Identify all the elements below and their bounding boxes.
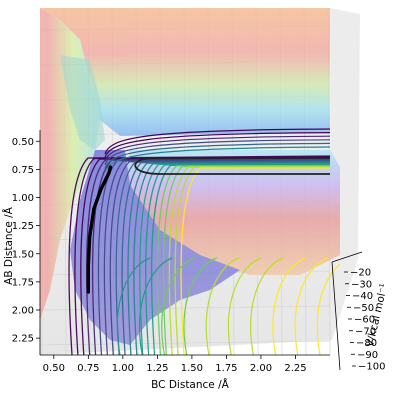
contour-line [127, 161, 331, 356]
contour-line [86, 157, 331, 356]
contour-line [104, 135, 331, 162]
contour-line [121, 161, 331, 356]
contour-line [183, 257, 217, 356]
contour-line [104, 146, 331, 173]
contour-line [80, 156, 331, 356]
y-tick-label: 1.25 [12, 221, 34, 232]
x-axis: 0.50 0.75 1.00 1.25 1.50 1.75 2.00 2.25 BC Dist… [40, 354, 330, 391]
contour-line [91, 157, 331, 356]
contour-line [180, 167, 330, 356]
z-tick-label: −20 [350, 268, 371, 279]
z-tick-label: −90 [357, 350, 378, 361]
contour-line [156, 164, 331, 356]
z-tick-label: −30 [351, 279, 372, 290]
x-tick-label: 2.25 [284, 363, 306, 374]
z-tick-label: −70 [355, 326, 376, 337]
x-tick-label: 0.50 [43, 363, 65, 374]
contour-line [104, 139, 331, 165]
contour-line [139, 162, 331, 356]
z-tick-label: −80 [356, 338, 377, 349]
contour-line [145, 163, 331, 356]
contour-line [109, 159, 331, 356]
y-tick-label: 1.50 [12, 249, 34, 260]
y-tick-label: 0.50 [12, 137, 34, 148]
contour-line [133, 162, 331, 356]
y-tick-label: 2.00 [12, 306, 34, 317]
x-axis-label: BC Distance /Å [151, 378, 229, 391]
contour-line [272, 257, 306, 356]
y-tick-label: 1.75 [12, 277, 34, 288]
x-tick-label: 1.00 [112, 363, 134, 374]
contour-line [134, 157, 330, 175]
contour-line [68, 155, 331, 356]
z-tick-label: −40 [352, 291, 373, 302]
z-tick-label: −50 [353, 303, 374, 314]
x-tick-label: 1.75 [215, 363, 237, 374]
contour-line [227, 257, 262, 356]
y-tick-label: 0.75 [12, 165, 34, 176]
contour-line [161, 257, 195, 356]
contour-line [74, 155, 331, 356]
contour-line [104, 128, 331, 155]
contour-line [316, 263, 340, 356]
contour-line [168, 166, 331, 356]
contour-line [250, 257, 284, 356]
y-tick-label: 2.25 [12, 334, 34, 345]
contour-line [150, 164, 331, 356]
y-axis-label: AB Distance /Å [2, 206, 15, 285]
trajectory-line [86, 165, 113, 294]
energy-surface [40, 8, 340, 345]
contour-line [97, 158, 331, 356]
z-tick-label: −60 [354, 315, 375, 326]
contour-lines [68, 128, 340, 356]
contour-line [294, 257, 328, 356]
contour-line [205, 257, 240, 356]
x-tick-label: 2.00 [250, 363, 272, 374]
contour-line [162, 165, 331, 356]
y-tick-label: 1.00 [12, 193, 34, 204]
x-tick-label: 1.50 [181, 363, 203, 374]
y-axis: 0.50 0.75 1.00 1.25 1.50 1.75 2.00 2.25 AB Dist… [2, 130, 41, 355]
x-tick-label: 0.75 [77, 363, 99, 374]
contour-line [104, 132, 331, 158]
contour-line [104, 142, 331, 169]
z-tick-label: −100 [358, 362, 385, 373]
x-tick-label: 1.25 [146, 363, 168, 374]
contour-line [103, 159, 331, 356]
contour-line [174, 166, 331, 356]
contour-line [138, 257, 173, 356]
contour-line [116, 257, 151, 356]
